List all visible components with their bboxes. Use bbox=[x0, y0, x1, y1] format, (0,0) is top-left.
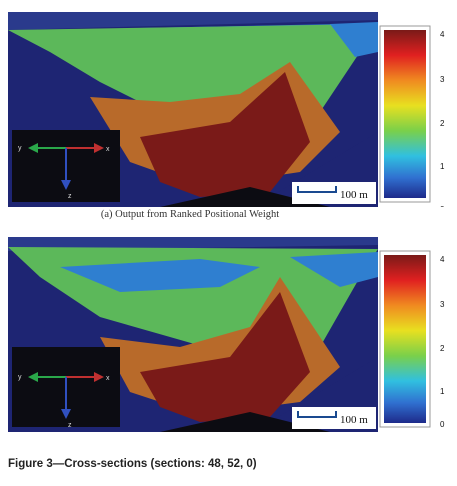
zone-level-1-wedge bbox=[330, 22, 378, 57]
colorbar bbox=[384, 255, 426, 423]
axis-letter-x: x bbox=[106, 375, 110, 382]
scale-bar bbox=[297, 186, 337, 193]
y-axis-arrowhead bbox=[28, 372, 38, 382]
zone-level-4 bbox=[140, 72, 310, 197]
subfigure-caption-a: (a) Output from Ranked Positional Weight bbox=[100, 209, 280, 220]
zone-level-1-wedge bbox=[290, 252, 378, 287]
cross-section-panel-b: y x z 100 m 4 3 2 1 0 bbox=[0, 237, 457, 432]
colorbar-tick-0: 0 bbox=[440, 420, 445, 429]
zone-level-1 bbox=[60, 259, 260, 292]
cross-section-a-graphic: y x z 100 m 4 3 2 1 0 bbox=[8, 12, 445, 207]
x-axis-arrowhead bbox=[94, 143, 104, 153]
colorbar-tick-3: 3 bbox=[440, 300, 445, 309]
axis-letter-z: z bbox=[68, 422, 72, 429]
colorbar-tick-4: 4 bbox=[440, 255, 445, 264]
surface-strip bbox=[8, 12, 378, 30]
colorbar-tick-1: 1 bbox=[440, 387, 445, 396]
colorbar-tick-3: 3 bbox=[440, 75, 445, 84]
zone-level-4 bbox=[140, 292, 310, 422]
scale-bar bbox=[297, 411, 337, 418]
colorbar bbox=[384, 30, 426, 198]
colorbar-tick-4: 4 bbox=[440, 30, 445, 39]
scale-bar-label: 100 m bbox=[340, 189, 368, 201]
axis-letter-x: x bbox=[106, 146, 110, 153]
figure-caption: Figure 3—Cross-sections (sections: 48, 5… bbox=[8, 458, 257, 470]
axis-letter-y: y bbox=[18, 374, 22, 381]
axis-letter-y: y bbox=[18, 145, 22, 152]
y-axis-arrowhead bbox=[28, 143, 38, 153]
colorbar-tick-0: 0 bbox=[440, 205, 445, 207]
z-axis-arrowhead bbox=[61, 180, 71, 190]
cross-section-panel-a: y x z 100 m 4 3 2 1 0 bbox=[0, 12, 457, 207]
colorbar-tick-2: 2 bbox=[440, 344, 445, 353]
axis-letter-z: z bbox=[68, 193, 72, 200]
cross-section-b-graphic: y x z 100 m 4 3 2 1 0 bbox=[8, 237, 445, 432]
colorbar-tick-2: 2 bbox=[440, 119, 445, 128]
x-axis-arrowhead bbox=[94, 372, 104, 382]
scale-bar-label: 100 m bbox=[340, 414, 368, 426]
z-axis-arrowhead bbox=[61, 409, 71, 419]
colorbar-tick-1: 1 bbox=[440, 162, 445, 171]
bottom-shadow bbox=[160, 412, 330, 432]
bottom-shadow bbox=[160, 187, 330, 207]
